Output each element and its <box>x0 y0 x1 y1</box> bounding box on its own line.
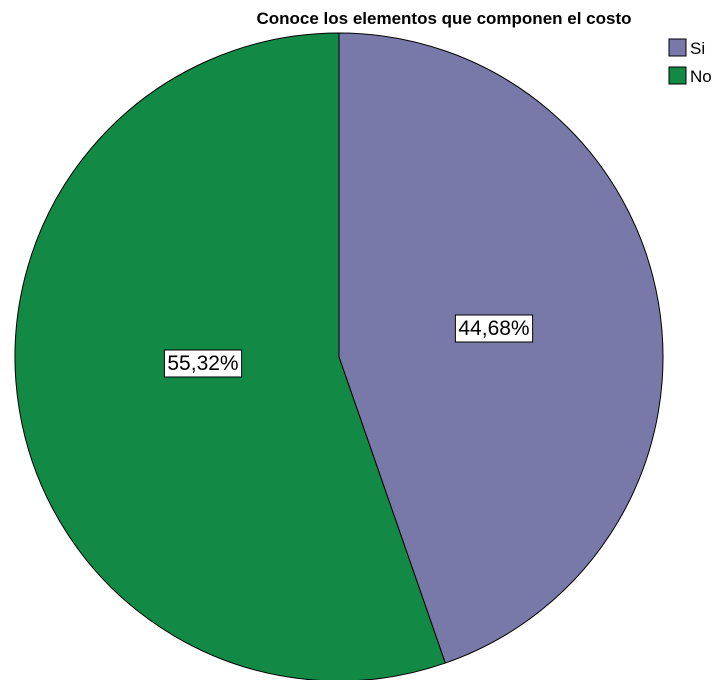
pie-data-labels: 44,68% 55,32% <box>163 314 534 378</box>
pie-slice-si <box>338 32 664 664</box>
legend-swatch-si <box>668 38 687 57</box>
pie-slices <box>14 32 664 682</box>
data-label-text: 44,68% <box>458 317 529 340</box>
data-label-si: 44,68% <box>454 314 534 343</box>
data-label-box <box>454 314 534 343</box>
data-label-no: 55,32% <box>163 349 243 378</box>
legend: Si No <box>668 38 712 86</box>
legend-label-no: No <box>690 67 712 86</box>
legend-swatch-no <box>668 66 687 85</box>
legend-item-si: Si <box>668 38 705 58</box>
legend-label-si: Si <box>690 39 705 58</box>
chart-title: Conoce los elementos que componen el cos… <box>256 9 631 28</box>
legend-item-no: No <box>668 66 712 86</box>
data-label-box <box>163 349 243 378</box>
data-label-text: 55,32% <box>167 352 238 375</box>
